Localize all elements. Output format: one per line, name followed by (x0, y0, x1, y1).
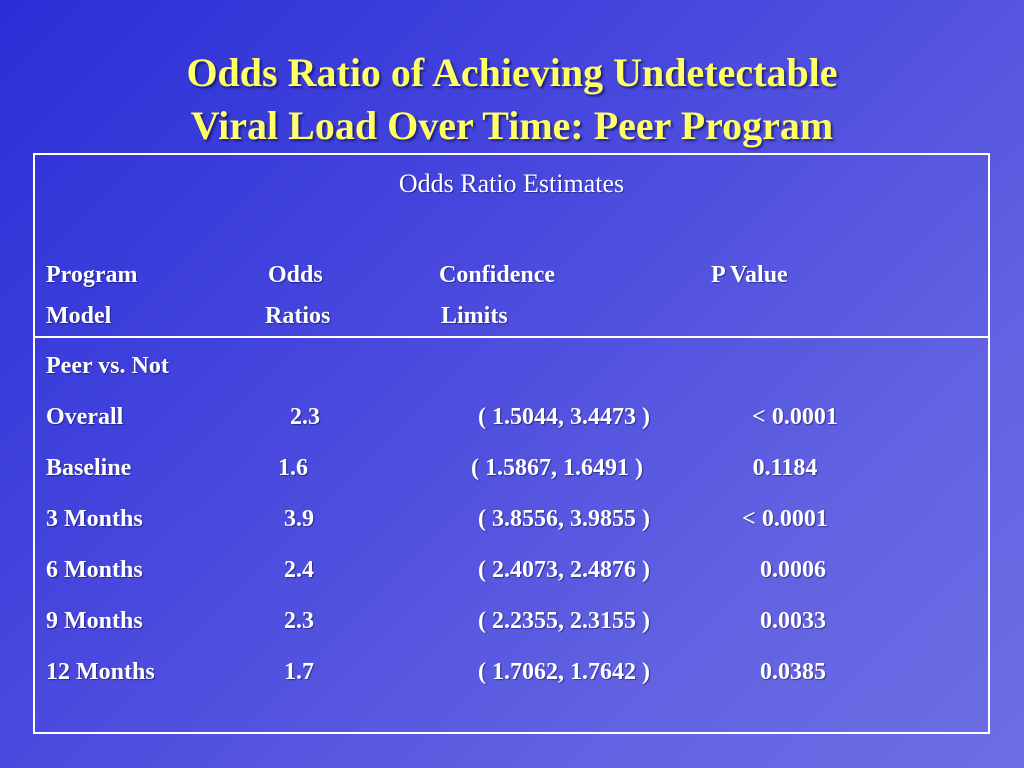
header-odds: Odds (268, 262, 323, 288)
row-p-value: 0.0033 (760, 608, 826, 634)
slide-title-line-1: Odds Ratio of Achieving Undetectable (186, 50, 838, 95)
row-label: Baseline (46, 455, 132, 481)
header-ratios: Ratios (265, 303, 331, 329)
row-odds: 1.6 (278, 455, 308, 481)
group-label: Peer vs. Not (46, 353, 169, 379)
header-confidence: Confidence (439, 262, 555, 288)
row-p-value: < 0.0001 (742, 506, 828, 532)
row-label: 9 Months (46, 608, 143, 634)
row-label: Overall (46, 404, 124, 430)
row-odds: 2.3 (290, 404, 320, 430)
row-label: 3 Months (46, 506, 143, 532)
row-confidence-interval: ( 1.5867, 1.6491 ) (471, 455, 643, 481)
row-odds: 3.9 (284, 506, 314, 532)
row-confidence-interval: ( 3.8556, 3.9855 ) (478, 506, 650, 532)
slide-title: Odds Ratio of Achieving Undetectable Vir… (0, 46, 1024, 152)
slide-title-line-2: Viral Load Over Time: Peer Program (190, 103, 834, 148)
header-divider (35, 336, 988, 338)
row-confidence-interval: ( 2.4073, 2.4876 ) (478, 557, 650, 583)
row-label: 6 Months (46, 557, 143, 583)
row-odds: 2.4 (284, 557, 314, 583)
header-p-value: P Value (711, 262, 788, 288)
row-p-value: 0.0385 (760, 659, 826, 685)
row-confidence-interval: ( 1.7062, 1.7642 ) (478, 659, 650, 685)
odds-ratio-table: Odds Ratio Estimates Program Model Odds … (33, 153, 990, 734)
row-confidence-interval: ( 1.5044, 3.4473 ) (478, 404, 650, 430)
header-limits: Limits (441, 303, 508, 329)
table-title: Odds Ratio Estimates (398, 169, 625, 198)
header-program: Program (46, 262, 138, 288)
row-p-value: 0.1184 (752, 455, 818, 481)
row-p-value: 0.0006 (760, 557, 826, 583)
row-odds: 2.3 (284, 608, 314, 634)
row-odds: 1.7 (284, 659, 314, 685)
row-label: 12 Months (46, 659, 155, 685)
row-p-value: < 0.0001 (752, 404, 838, 430)
row-confidence-interval: ( 2.2355, 2.3155 ) (478, 608, 650, 634)
header-model: Model (46, 303, 112, 329)
